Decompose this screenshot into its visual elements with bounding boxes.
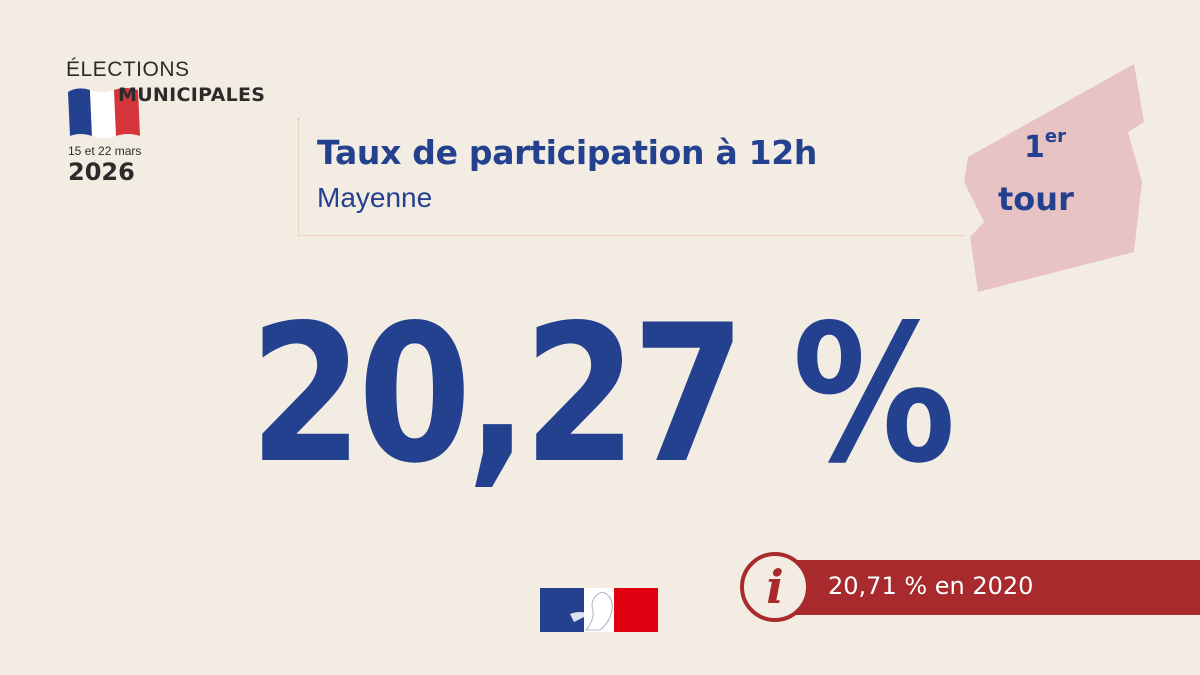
french-flag-icon: [68, 88, 140, 138]
participation-rate: 20,27 %: [249, 284, 956, 505]
logo-year-text: 2026: [68, 158, 135, 186]
logo-municipales-text: MUNICIPALES: [118, 84, 266, 106]
page-title: Taux de participation à 12h: [317, 133, 818, 172]
round-badge: 1er tour: [958, 62, 1148, 294]
department-name: Mayenne: [317, 182, 433, 213]
brush-stroke-shape: [964, 64, 1144, 292]
marianne-logo-icon: [540, 588, 658, 632]
round-word: tour: [998, 180, 1074, 218]
elections-logo: ÉLECTIONS MUNICIPALES 15 et 22 mars 2026: [66, 58, 296, 198]
round-number: 1er: [1024, 126, 1066, 165]
logo-elections-text: ÉLECTIONS: [66, 58, 190, 81]
previous-rate-bar: 20,71 % en 2020: [790, 560, 1200, 615]
info-icon: i: [740, 552, 810, 622]
logo-dates-text: 15 et 22 mars: [68, 144, 142, 158]
round-number-suffix: er: [1044, 126, 1066, 147]
previous-rate-text: 20,71 % en 2020: [828, 572, 1034, 600]
title-box: Taux de participation à 12h Mayenne: [298, 118, 963, 236]
